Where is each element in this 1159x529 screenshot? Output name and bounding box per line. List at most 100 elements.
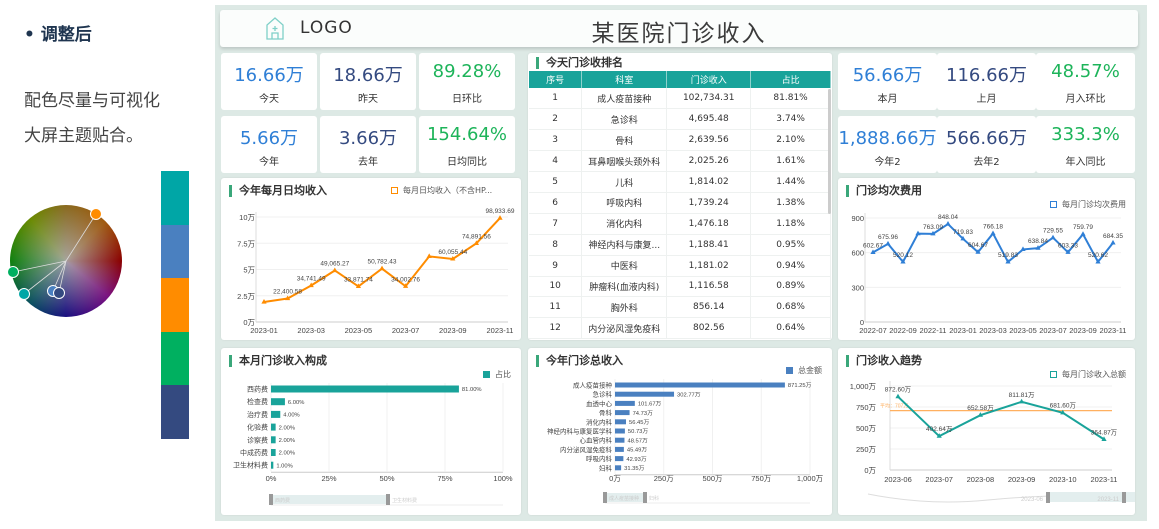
- table-cell: 8: [529, 234, 583, 256]
- table-row[interactable]: 9 中医科 1,181.02 0.94%: [529, 255, 831, 277]
- bar[interactable]: [615, 391, 675, 397]
- data-point[interactable]: [1060, 409, 1066, 415]
- data-point[interactable]: [450, 255, 456, 261]
- zoom-slider-handle[interactable]: [603, 492, 607, 503]
- data-point[interactable]: [308, 282, 314, 288]
- zoom-slider-range[interactable]: [1048, 492, 1135, 502]
- table-row[interactable]: 4 耳鼻咽喉头颈外科 2,025.26 1.61%: [529, 150, 831, 173]
- table-row[interactable]: 2 急诊科 4,695.48 3.74%: [529, 108, 831, 131]
- bar[interactable]: [615, 400, 635, 406]
- bar[interactable]: [615, 428, 625, 434]
- table-cell: 12: [529, 317, 583, 340]
- data-point[interactable]: [1019, 398, 1025, 404]
- data-label: 729.55: [1043, 228, 1063, 235]
- chart-legend[interactable]: 每月日均收入（不含HP...: [391, 186, 492, 196]
- zoom-slider-handle[interactable]: [386, 494, 390, 505]
- table-row[interactable]: 7 消化内科 1,476.18 1.18%: [529, 213, 831, 235]
- data-point[interactable]: [285, 295, 291, 301]
- table-row[interactable]: 11 胸外科 856.14 0.68%: [529, 296, 831, 319]
- bar[interactable]: [271, 423, 276, 431]
- column-header[interactable]: 序号: [529, 71, 583, 88]
- data-point[interactable]: [990, 230, 996, 236]
- bar[interactable]: [271, 436, 276, 444]
- category-label: 急诊科: [593, 390, 613, 399]
- table-row[interactable]: 6 呼吸内科 1,739.24 1.38%: [529, 192, 831, 214]
- table-cell: 6: [529, 192, 583, 214]
- palette-swatch: [161, 171, 189, 225]
- data-point[interactable]: [915, 230, 921, 236]
- column-header[interactable]: 科室: [581, 71, 668, 88]
- data-point[interactable]: [403, 283, 409, 288]
- data-label: 60,055.44: [438, 249, 467, 256]
- data-point[interactable]: [900, 258, 906, 264]
- bar[interactable]: [615, 465, 622, 471]
- chart-legend[interactable]: 每月门诊收入总额: [1050, 370, 1126, 380]
- data-point[interactable]: [936, 433, 942, 438]
- data-point[interactable]: [1110, 239, 1116, 245]
- data-point[interactable]: [497, 215, 503, 220]
- chart-legend[interactable]: 总金额: [786, 366, 822, 376]
- zoom-slider-handle[interactable]: [643, 492, 647, 503]
- chart-legend[interactable]: 每月门诊均次费用: [1050, 200, 1126, 210]
- data-point[interactable]: [1065, 249, 1071, 254]
- data-label: 49,065.27: [320, 260, 349, 267]
- table-row[interactable]: 8 神经内科与康复... 1,188.41 0.95%: [529, 234, 831, 256]
- table-cell: 1.38%: [750, 192, 831, 214]
- data-point[interactable]: [895, 393, 901, 399]
- table-row[interactable]: 3 骨科 2,639.56 2.10%: [529, 129, 831, 152]
- bar[interactable]: [271, 385, 459, 393]
- bar[interactable]: [615, 382, 785, 388]
- data-point[interactable]: [473, 240, 479, 245]
- zoom-slider-handle[interactable]: [269, 494, 273, 505]
- bar[interactable]: [271, 398, 285, 406]
- zoom-slider-range[interactable]: [271, 495, 388, 504]
- data-point[interactable]: [379, 265, 385, 271]
- zoom-slider-range[interactable]: [605, 493, 645, 502]
- chart-legend[interactable]: 占比: [483, 370, 511, 380]
- bar[interactable]: [615, 446, 624, 452]
- data-point[interactable]: [1005, 258, 1011, 264]
- bar[interactable]: [615, 410, 630, 416]
- data-point[interactable]: [1020, 246, 1026, 252]
- table-row[interactable]: 5 儿科 1,814.02 1.44%: [529, 171, 831, 193]
- table-row[interactable]: 10 肿瘤科(血液内科) 1,116.58 0.89%: [529, 276, 831, 298]
- bar[interactable]: [271, 461, 274, 469]
- data-point[interactable]: [332, 267, 338, 273]
- zoom-slider-handle[interactable]: [1046, 492, 1050, 503]
- data-point[interactable]: [885, 240, 891, 246]
- data-point[interactable]: [1101, 436, 1107, 441]
- zoom-slider-handle[interactable]: [1122, 492, 1126, 503]
- column-header[interactable]: 占比: [750, 71, 831, 88]
- legend-label: 每月门诊均次费用: [1062, 200, 1126, 209]
- table-scrollbar[interactable]: [828, 89, 831, 214]
- data-point[interactable]: [1035, 245, 1041, 250]
- category-label: 神经内科与康复医学科: [547, 427, 613, 436]
- data-point[interactable]: [426, 253, 432, 258]
- bar[interactable]: [271, 449, 276, 456]
- avg-cost-panel: 门诊均次费用 每月门诊均次费用 0 300 600 900 2022-07 2022-09 20…: [838, 178, 1135, 340]
- zoom-slider-preview: [867, 493, 1125, 503]
- x-tick-label: 100%: [493, 474, 513, 483]
- data-point[interactable]: [960, 235, 966, 241]
- data-point[interactable]: [930, 230, 936, 236]
- data-point[interactable]: [977, 412, 983, 417]
- data-point[interactable]: [870, 249, 876, 254]
- data-label: 759.79: [1073, 224, 1093, 231]
- data-point[interactable]: [1095, 258, 1101, 264]
- data-point[interactable]: [975, 249, 981, 254]
- bar[interactable]: [615, 419, 627, 425]
- column-header[interactable]: 门诊收入: [666, 71, 752, 88]
- table-row[interactable]: 12 内分泌风湿免疫科 802.56 0.64%: [529, 317, 831, 340]
- data-point[interactable]: [355, 283, 361, 289]
- data-point[interactable]: [1080, 231, 1086, 236]
- bar[interactable]: [271, 410, 281, 418]
- table-cell: 1,188.41: [666, 234, 752, 256]
- category-label: 检查费: [247, 397, 268, 406]
- data-point[interactable]: [1050, 234, 1056, 240]
- data-point[interactable]: [261, 299, 267, 304]
- data-point[interactable]: [945, 221, 951, 226]
- table-row[interactable]: 1 成人疫苗接种 102,734.31 81.81%: [529, 88, 831, 110]
- bar[interactable]: [615, 437, 625, 443]
- table-cell: 急诊科: [581, 108, 668, 131]
- bar[interactable]: [615, 456, 624, 462]
